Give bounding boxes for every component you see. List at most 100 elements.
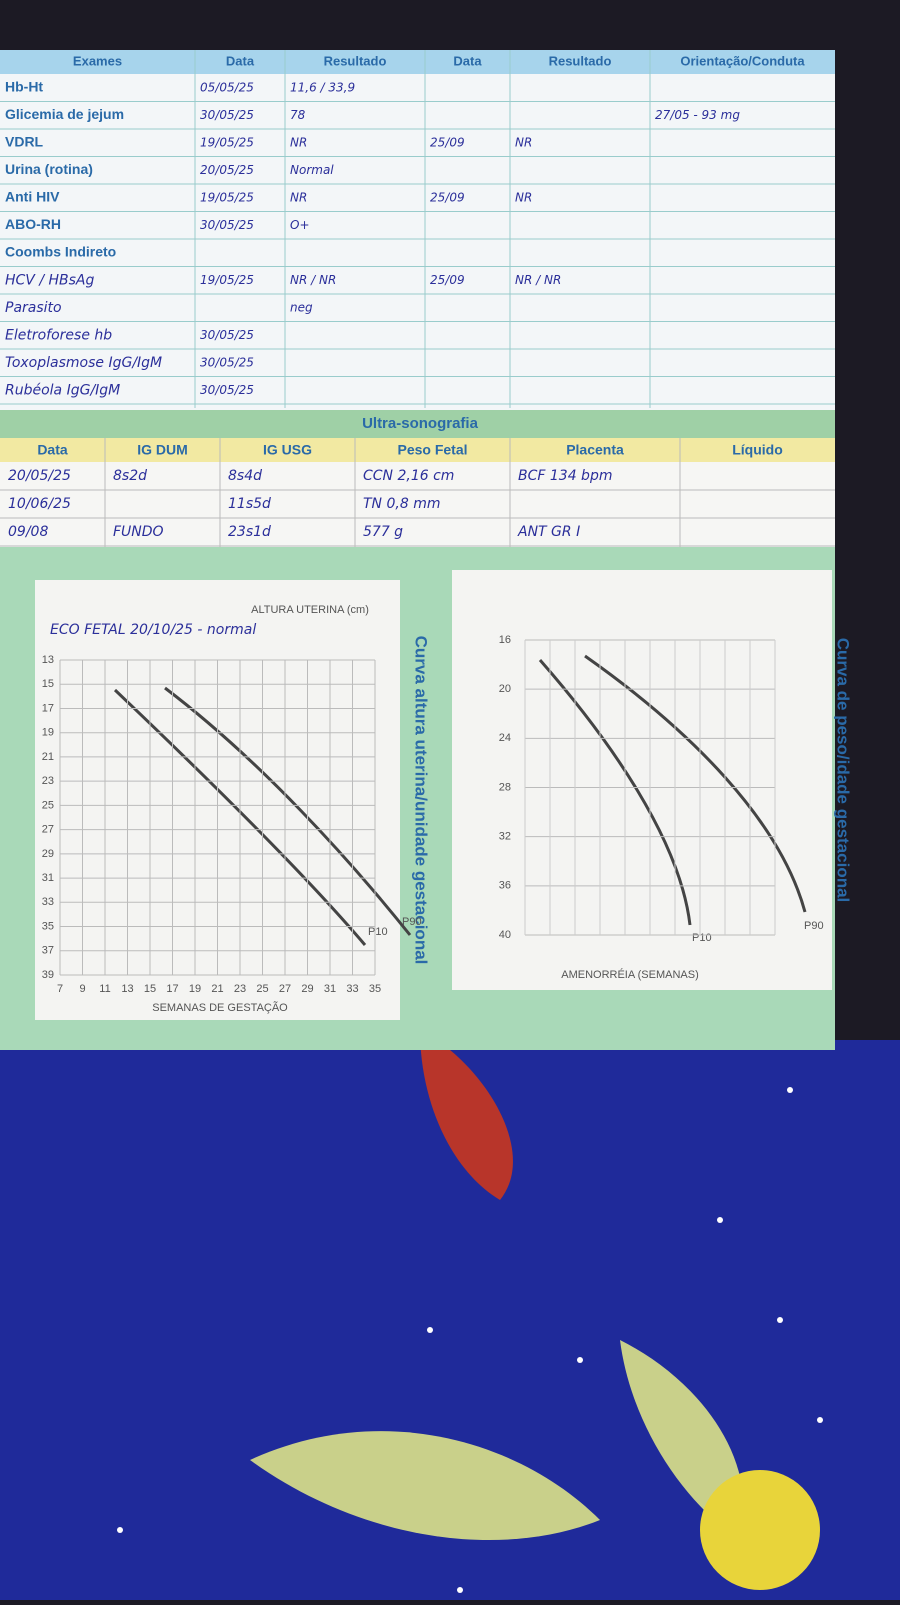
- x-tick-label: 39: [42, 969, 54, 981]
- x-tick-label: 27: [42, 824, 54, 836]
- exam-name: HCV / HBsAg: [5, 272, 95, 288]
- exam-value: NR: [515, 190, 532, 204]
- y-tick-label: 29: [301, 983, 313, 995]
- exam-value: 11,6 / 33,9: [290, 80, 355, 94]
- exam-value: NR / NR: [290, 273, 336, 287]
- x-tick-label: 33: [42, 896, 54, 908]
- us-header: Placenta: [566, 442, 624, 458]
- x-tick-label: 37: [42, 945, 54, 957]
- exam-name: VDRL: [5, 133, 44, 149]
- exam-name: Eletroforese hb: [5, 327, 112, 343]
- y-tick-label: 13: [121, 983, 133, 995]
- exam-value: NR: [290, 190, 307, 204]
- us-header: Data: [37, 442, 68, 458]
- uterine-title: Curva altura uterina/unidade gestacional: [412, 636, 431, 965]
- exam-value: 05/05/25: [200, 80, 254, 94]
- y-tick-label: 31: [324, 983, 336, 995]
- us-value: TN 0,8 mm: [363, 496, 440, 512]
- fabric-dot: [427, 1327, 433, 1333]
- exam-header: Data: [226, 53, 255, 68]
- exam-value: 25/09: [430, 190, 465, 204]
- us-value: ANT GR I: [517, 524, 580, 540]
- curve: [538, 659, 692, 926]
- flower: [700, 1470, 820, 1590]
- y-tick-label: 9: [79, 983, 85, 995]
- y-tick-label: 21: [211, 983, 223, 995]
- x-tick-label: 25: [42, 799, 54, 811]
- us-value: 8s2d: [113, 468, 147, 484]
- us-value: 11s5d: [228, 496, 271, 512]
- exam-value: Normal: [290, 163, 334, 177]
- fabric-dot: [717, 1217, 723, 1223]
- x-tick-label: 35: [42, 920, 54, 932]
- exam-name: Parasito: [5, 300, 62, 316]
- fabric-dot: [817, 1417, 823, 1423]
- us-value: BCF 134 bpm: [518, 468, 612, 484]
- exam-value: NR / NR: [515, 273, 561, 287]
- us-header: IG DUM: [137, 442, 188, 458]
- curve-label: P90: [804, 920, 824, 932]
- y-tick-label: 19: [189, 983, 201, 995]
- x-tick-label: 29: [42, 848, 54, 860]
- curve: [113, 688, 367, 946]
- y-tick-label: 15: [144, 983, 156, 995]
- exam-value: NR: [290, 135, 307, 149]
- y-tick-label: 33: [346, 983, 358, 995]
- exam-name: ABO-RH: [5, 216, 61, 232]
- fabric-dot: [577, 1357, 583, 1363]
- x-tick-label: 40: [499, 929, 511, 941]
- us-value: CCN 2,16 cm: [363, 468, 454, 484]
- us-title: Ultra-sonografia: [362, 415, 479, 432]
- exam-name: Rubéola IgG/IgM: [5, 382, 120, 398]
- y-tick-label: 11: [99, 983, 110, 995]
- exam-header: Data: [453, 53, 482, 68]
- exam-header-bg: [0, 50, 835, 74]
- x-tick-label: 15: [42, 678, 54, 690]
- x-tick-label: 28: [499, 781, 511, 793]
- uterine-y-label: ALTURA UTERINA (cm): [251, 604, 369, 616]
- exam-value: neg: [290, 300, 313, 314]
- exam-name: Glicemia de jejum: [5, 106, 124, 122]
- x-tick-label: 17: [42, 702, 54, 714]
- x-tick-label: 16: [499, 634, 511, 646]
- y-tick-label: 25: [256, 983, 268, 995]
- x-tick-label: 36: [499, 880, 511, 892]
- exam-value: NR: [515, 135, 532, 149]
- exam-value: 20/05/25: [200, 163, 254, 177]
- fabric-dot: [777, 1317, 783, 1323]
- exam-value: 19/05/25: [200, 135, 254, 149]
- x-tick-label: 20: [499, 683, 511, 695]
- x-tick-label: 21: [42, 751, 54, 763]
- fabric-dot: [117, 1527, 123, 1533]
- exam-name: Hb-Ht: [5, 78, 43, 94]
- curve: [164, 686, 412, 936]
- exam-name: Anti HIV: [5, 188, 60, 204]
- flower: [420, 1030, 513, 1200]
- curve-label: P90: [402, 916, 422, 928]
- exam-header: Exames: [73, 53, 122, 68]
- exam-value: 30/05/25: [200, 108, 254, 122]
- fabric-dot: [457, 1587, 463, 1593]
- x-tick-label: 13: [42, 654, 54, 666]
- us-header-bg: [0, 438, 835, 462]
- us-value: 10/06/25: [8, 496, 71, 512]
- exam-value: 78: [290, 108, 306, 122]
- y-tick-label: 27: [279, 983, 291, 995]
- y-tick-label: 17: [166, 983, 178, 995]
- exam-value: 30/05/25: [200, 218, 254, 232]
- exam-value: 25/09: [430, 273, 465, 287]
- exam-header: Resultado: [324, 53, 387, 68]
- leaf: [620, 1340, 744, 1540]
- exam-value: 19/05/25: [200, 273, 254, 287]
- y-tick-label: 7: [57, 983, 63, 995]
- us-value: 20/05/25: [8, 468, 71, 484]
- x-tick-label: 19: [42, 727, 54, 739]
- note: ECO FETAL 20/10/25 - normal: [50, 622, 256, 638]
- weight-x-label: AMENORRÉIA (SEMANAS): [561, 968, 699, 981]
- exam-value: 25/09: [430, 135, 465, 149]
- exam-name: Urina (rotina): [5, 161, 93, 177]
- us-value: 8s4d: [228, 468, 262, 484]
- us-value: 09/08: [8, 524, 48, 540]
- us-header: Líquido: [732, 442, 783, 458]
